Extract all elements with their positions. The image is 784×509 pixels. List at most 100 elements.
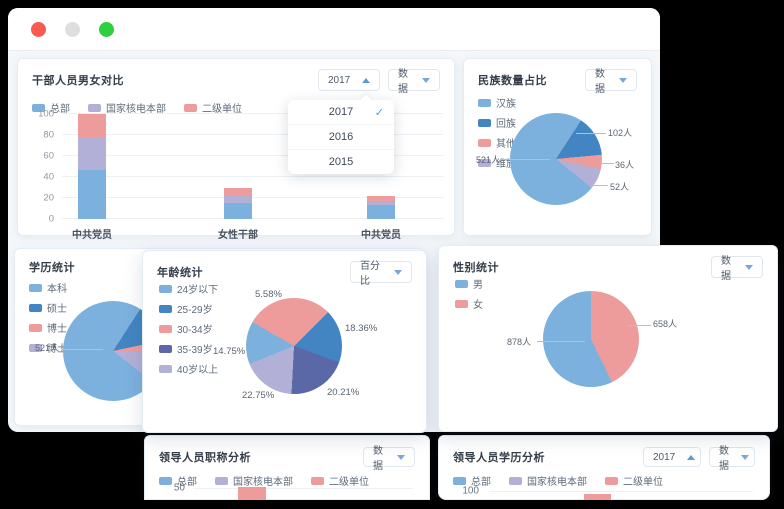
dropdown-option-2015[interactable]: 2015	[288, 150, 394, 174]
legend-label: 二级单位	[329, 477, 369, 488]
year-select-value: 2017	[328, 74, 351, 86]
window-toolbar	[8, 8, 660, 51]
gridline	[489, 491, 753, 492]
legend-item[interactable]: 其他	[478, 135, 516, 150]
data-mode-select[interactable]: 数据	[711, 256, 763, 282]
y-axis-tick: 50	[173, 482, 185, 494]
chevron-down-icon	[745, 264, 753, 270]
bar-segment-总部[interactable]	[224, 203, 252, 219]
bar-segment-二级单位[interactable]	[224, 187, 252, 196]
data-mode-select[interactable]: 数据	[709, 446, 755, 472]
year-dropdown-menu: 2017 ✓ 2016 2015	[288, 94, 394, 174]
legend-item[interactable]: 二级单位	[184, 100, 242, 115]
card-title: 干部人员男女对比	[32, 75, 124, 87]
close-window-button[interactable]	[31, 21, 46, 37]
callout-line	[627, 325, 651, 326]
pie-label-25-29: 18.36%	[345, 323, 378, 334]
y-axis-tick: 100	[462, 485, 479, 497]
legend-item[interactable]: 30-34岁	[159, 321, 218, 336]
legend-item[interactable]: 国家核电本部	[509, 473, 587, 488]
legend-item[interactable]: 硕士	[29, 300, 77, 315]
legend-item[interactable]: 总部	[32, 100, 70, 115]
card-edu-analysis: 领导人员学历分析 2017 数据 总部 国家核电本部 二级单位 100	[438, 435, 770, 501]
legend-item[interactable]: 总部	[453, 473, 491, 488]
bar-segment-总部[interactable]	[78, 169, 106, 219]
legend-swatch	[184, 103, 197, 112]
data-mode-select[interactable]: 数据	[585, 69, 637, 95]
legend-item[interactable]: 25-29岁	[159, 301, 218, 316]
legend-label: 24岁以下	[177, 285, 219, 296]
callout-line	[592, 185, 608, 186]
dropdown-option-2016[interactable]: 2016	[288, 125, 394, 150]
bar-segment-国家核电本部[interactable]	[367, 202, 395, 206]
legend-item[interactable]: 本科	[29, 280, 77, 295]
gridline	[62, 155, 444, 156]
year-select-value: 2017	[653, 451, 676, 463]
legend-item[interactable]: 40岁以上	[159, 361, 218, 376]
data-mode-label: 数据	[398, 69, 408, 95]
stacked-bar[interactable]	[78, 114, 106, 219]
y-axis-tick: 20	[43, 192, 54, 204]
card-title: 学历统计	[29, 262, 75, 274]
legend-item[interactable]: 国家核电本部	[88, 100, 166, 115]
percent-mode-select[interactable]: 百分比	[350, 261, 412, 287]
legend-item[interactable]: 回族	[478, 115, 516, 130]
bar-segment-二级单位[interactable]	[78, 114, 106, 138]
chevron-down-icon	[422, 77, 430, 83]
legend-item[interactable]: 24岁以下	[159, 281, 218, 296]
legend-item[interactable]: 二级单位	[311, 473, 369, 488]
sex-pie-chart[interactable]	[543, 291, 639, 387]
legend-item[interactable]: 国家核电本部	[215, 473, 293, 488]
bar-segment-国家核电本部[interactable]	[224, 195, 252, 204]
pie-label-under24: 14.75%	[213, 346, 246, 357]
gridline	[62, 176, 444, 177]
bottom-crop-mask	[0, 500, 784, 509]
legend-label: 国家核电本部	[527, 477, 587, 488]
legend-item[interactable]: 总部	[159, 473, 197, 488]
callout-line	[600, 163, 614, 164]
chevron-up-icon	[362, 77, 371, 83]
y-axis-tick: 80	[43, 129, 54, 141]
dropdown-option-label: 2015	[328, 156, 354, 168]
legend-label: 二级单位	[202, 104, 242, 115]
maximize-window-button[interactable]	[99, 21, 114, 37]
x-axis-category-label: 中共党员	[72, 230, 112, 241]
stacked-bar-chart[interactable]: 0 20 40 60 80 100 中共党员 女性干部 中共党员	[38, 109, 444, 241]
x-axis-category-label: 中共党员	[361, 230, 401, 241]
stacked-bar[interactable]	[367, 195, 395, 219]
legend-item[interactable]: 男	[455, 276, 483, 291]
dropdown-option-2017[interactable]: 2017 ✓	[288, 100, 394, 125]
legend-item[interactable]: 汉族	[478, 95, 516, 110]
legend-item[interactable]: 女	[455, 296, 483, 311]
legend-swatch	[159, 364, 172, 373]
y-axis-tick: 40	[43, 171, 54, 183]
legend-item[interactable]: 二级单位	[605, 473, 663, 488]
legend-label: 40岁以上	[177, 365, 219, 376]
bar-legend: 总部 国家核电本部 二级单位	[145, 467, 429, 488]
stacked-bar[interactable]	[224, 187, 252, 219]
age-pie-chart[interactable]	[246, 298, 342, 394]
minimize-window-button[interactable]	[65, 21, 80, 37]
gridline	[193, 488, 413, 489]
data-mode-select[interactable]: 数据	[363, 446, 415, 472]
bar-segment-总部[interactable]	[367, 205, 395, 219]
data-mode-select[interactable]: 数据	[388, 69, 440, 95]
data-mode-label: 数据	[595, 69, 605, 95]
bar-segment-二级单位[interactable]	[367, 195, 395, 203]
legend-label: 总部	[50, 104, 70, 115]
legend-item[interactable]: 35-39岁	[159, 341, 218, 356]
x-axis-category-label: 女性干部	[218, 230, 258, 241]
card-title: 性别统计	[453, 262, 499, 274]
legend-label: 本科	[47, 284, 67, 295]
year-select[interactable]: 2017	[643, 447, 701, 467]
legend-item[interactable]: 维族	[478, 155, 516, 170]
legend-item[interactable]: 博士	[29, 320, 77, 335]
stacked-bar-segment[interactable]	[584, 494, 611, 501]
legend-label: 回族	[496, 119, 516, 130]
legend-swatch	[159, 324, 172, 333]
year-select[interactable]: 2017	[318, 69, 380, 91]
bar-segment-国家核电本部[interactable]	[78, 137, 106, 170]
gridline	[62, 113, 444, 114]
gridline	[62, 197, 444, 198]
stacked-bar-segment[interactable]	[238, 487, 266, 501]
